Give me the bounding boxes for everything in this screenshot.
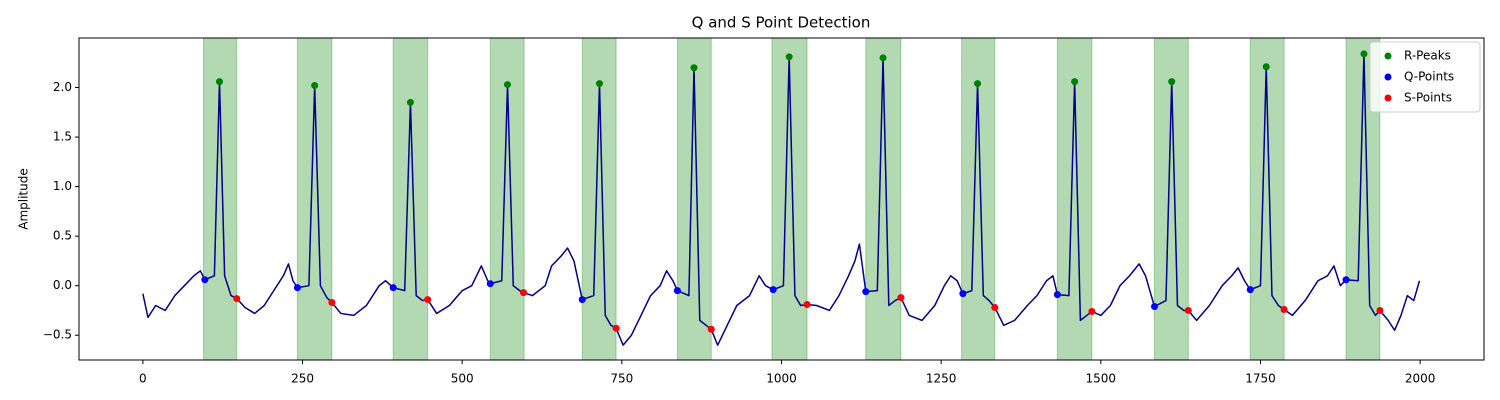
point-marker [1342,276,1350,284]
point-marker [1262,63,1270,71]
point-marker [1184,306,1192,314]
point-marker [201,276,209,284]
legend-label: R-Peaks [1404,49,1451,63]
point-marker [690,64,698,72]
shaded-span [392,37,429,361]
point-marker [424,296,432,304]
legend-marker [1384,94,1392,102]
point-marker [311,82,319,90]
point-marker [1280,305,1288,313]
point-marker [595,80,603,88]
x-tick-label: 500 [451,372,474,386]
point-marker [1053,291,1061,299]
point-marker [1088,307,1096,315]
point-marker [486,280,494,288]
y-tick-label: 0.5 [53,229,72,243]
y-tick-label: 2.0 [53,80,72,94]
point-marker [673,287,681,295]
chart-title: Q and S Point Detection [692,14,871,32]
y-axis-label: Amplitude [17,168,31,230]
point-marker [991,303,999,311]
point-marker [504,81,512,89]
point-marker [707,325,715,333]
x-tick-label: 0 [139,372,147,386]
point-marker [879,54,887,62]
y-tick-label: 1.0 [53,179,72,193]
point-marker [862,288,870,296]
point-marker [612,324,620,332]
point-marker [216,78,223,86]
point-marker [293,284,301,292]
point-marker [1168,78,1176,86]
point-marker [328,299,336,307]
x-tick-label: 2000 [1405,372,1436,386]
axes-frame [78,37,1485,361]
point-marker [1246,286,1254,294]
point-marker [1150,302,1158,310]
point-marker [1376,306,1384,314]
legend-box [1369,41,1481,113]
point-marker [803,301,811,309]
x-tick-label: 250 [291,372,314,386]
point-marker [785,53,793,61]
x-tick-label: 1250 [926,372,957,386]
shaded-span [581,37,617,361]
point-marker [519,289,527,297]
point-marker [389,284,397,292]
point-marker [233,295,241,303]
point-marker [1071,78,1079,86]
legend-label: S-Points [1404,91,1452,105]
x-tick-label: 1000 [766,372,797,386]
legend-marker [1384,73,1392,81]
x-tick-label: 750 [610,372,633,386]
point-marker [959,290,967,298]
point-marker [974,80,982,88]
legend-label: Q-Points [1404,70,1454,84]
signal-line [142,53,1421,346]
legend-marker [1384,52,1392,60]
point-marker [897,294,905,302]
x-tick-label: 1500 [1086,372,1117,386]
point-marker [1360,50,1368,58]
point-marker [406,98,414,106]
point-marker [769,286,777,294]
y-tick-label: −0.5 [43,328,72,342]
y-tick-label: 0.0 [53,278,72,292]
y-tick-label: 1.5 [53,130,72,144]
point-marker [578,296,586,304]
x-tick-label: 1750 [1245,372,1276,386]
